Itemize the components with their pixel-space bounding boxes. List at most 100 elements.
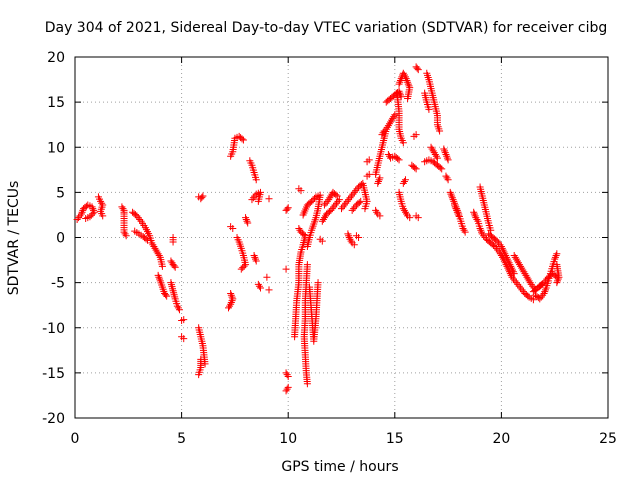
data-point xyxy=(155,273,163,281)
data-point xyxy=(541,277,549,285)
data-point xyxy=(432,152,440,160)
data-point xyxy=(555,273,563,281)
data-point xyxy=(353,185,361,193)
data-point xyxy=(227,289,235,297)
data-point xyxy=(402,75,410,83)
data-point xyxy=(509,268,517,276)
data-point xyxy=(455,212,463,220)
data-point xyxy=(399,139,407,147)
data-point xyxy=(510,270,518,278)
data-point xyxy=(414,214,422,222)
x-tick-label: 10 xyxy=(279,431,297,447)
data-point xyxy=(449,196,457,204)
data-point xyxy=(82,215,90,223)
data-point xyxy=(436,127,444,135)
data-point xyxy=(453,208,461,216)
data-point xyxy=(404,95,412,103)
data-point xyxy=(403,210,411,218)
data-point xyxy=(383,123,391,131)
data-point xyxy=(507,262,515,270)
data-point xyxy=(347,237,355,245)
data-point xyxy=(251,253,259,261)
data-point xyxy=(143,236,151,244)
data-point xyxy=(345,234,353,241)
data-point xyxy=(326,194,334,202)
data-point xyxy=(413,64,421,72)
data-point xyxy=(310,194,318,202)
data-point xyxy=(470,208,478,216)
data-point xyxy=(379,129,387,137)
data-point xyxy=(524,275,532,283)
x-tick-label: 20 xyxy=(492,431,510,447)
data-point xyxy=(75,214,83,222)
data-point xyxy=(529,296,537,304)
data-point xyxy=(303,243,311,251)
data-point xyxy=(448,192,456,200)
y-tick-label: 5 xyxy=(56,185,65,201)
data-point xyxy=(283,385,291,393)
data-point xyxy=(453,206,461,214)
data-point xyxy=(404,80,412,88)
data-point xyxy=(551,255,559,263)
data-point xyxy=(265,286,273,294)
data-point xyxy=(523,273,531,281)
data-point xyxy=(503,253,511,261)
data-point xyxy=(254,280,262,288)
data-point xyxy=(481,234,489,241)
data-point xyxy=(352,187,360,195)
data-point xyxy=(429,147,437,155)
data-point xyxy=(263,273,271,281)
data-point xyxy=(327,206,335,214)
data-point xyxy=(374,178,382,186)
data-point xyxy=(448,194,456,202)
data-point xyxy=(333,192,341,200)
data-points xyxy=(73,63,563,395)
data-point xyxy=(348,206,356,214)
data-point xyxy=(554,277,562,285)
data-point xyxy=(256,284,264,292)
data-point xyxy=(163,292,171,300)
data-point xyxy=(450,197,458,205)
data-point xyxy=(501,250,509,258)
data-point xyxy=(355,199,363,207)
data-point xyxy=(403,76,411,84)
data-point xyxy=(447,190,455,198)
data-point xyxy=(154,250,162,258)
data-point xyxy=(227,291,235,299)
data-point xyxy=(76,212,84,220)
y-tick-label: 0 xyxy=(56,231,65,247)
data-point xyxy=(345,232,353,240)
data-point xyxy=(284,372,292,380)
data-point xyxy=(508,273,516,281)
data-point xyxy=(142,235,150,243)
data-point xyxy=(251,192,259,200)
data-point xyxy=(335,196,343,204)
data-point xyxy=(198,193,206,201)
data-point xyxy=(133,212,141,220)
data-point xyxy=(282,387,290,395)
data-point xyxy=(503,255,511,263)
data-point xyxy=(534,294,542,302)
data-point xyxy=(152,246,160,254)
data-point xyxy=(88,203,96,211)
data-point xyxy=(478,230,486,238)
data-point xyxy=(471,212,479,220)
data-point xyxy=(551,272,559,280)
data-point xyxy=(412,165,420,173)
y-tick-label: 20 xyxy=(47,50,65,66)
data-point xyxy=(333,199,341,207)
data-point xyxy=(397,93,405,101)
data-point xyxy=(491,243,499,251)
plot-border xyxy=(74,56,609,419)
data-point xyxy=(440,145,448,153)
data-point xyxy=(284,204,292,212)
data-point xyxy=(427,143,435,151)
data-point xyxy=(399,205,407,213)
data-point xyxy=(295,224,303,232)
data-point xyxy=(331,201,339,209)
data-point xyxy=(495,239,503,247)
data-point xyxy=(517,284,525,292)
data-point xyxy=(436,164,444,172)
data-point xyxy=(401,176,409,184)
